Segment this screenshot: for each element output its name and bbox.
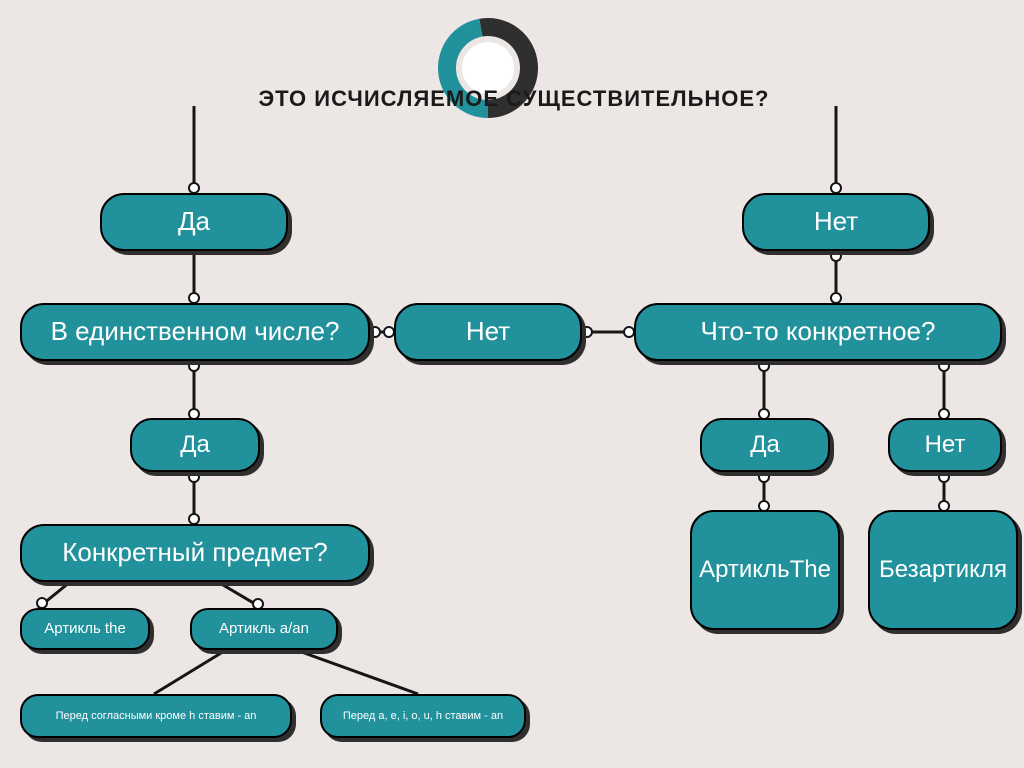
connector-dot bbox=[384, 327, 394, 337]
connector-dot bbox=[939, 472, 949, 482]
node-no_right: Нет bbox=[742, 193, 930, 251]
node-rule_consonant: Перед согласными кроме h ставим - an bbox=[20, 694, 292, 738]
node-singular: В единственном числе? bbox=[20, 303, 370, 361]
node-art_the_small: Артикль the bbox=[20, 608, 150, 650]
edge bbox=[154, 650, 226, 694]
node-yes_right: Да bbox=[700, 418, 830, 472]
node-art_the_big: АртикльThe bbox=[690, 510, 840, 630]
flowchart-canvas bbox=[0, 0, 1024, 768]
connector-dot bbox=[582, 327, 592, 337]
connector-dot bbox=[831, 293, 841, 303]
node-yes2: Да bbox=[130, 418, 260, 472]
connector-dot bbox=[759, 472, 769, 482]
page-title: ЭТО ИСЧИСЛЯЕМОЕ СУЩЕСТВИТЕЛЬНОЕ? bbox=[214, 86, 814, 112]
connector-dot bbox=[831, 183, 841, 193]
edge bbox=[296, 650, 418, 694]
connector-dot bbox=[624, 327, 634, 337]
node-something_concrete: Что-то конкретное? bbox=[634, 303, 1002, 361]
connector-dot bbox=[189, 183, 199, 193]
node-art_aan: Артикль a/an bbox=[190, 608, 338, 650]
node-no_mid: Нет bbox=[394, 303, 582, 361]
connector-dot bbox=[831, 251, 841, 261]
connector-dot bbox=[37, 598, 47, 608]
connector-dot bbox=[759, 361, 769, 371]
node-no_right2: Нет bbox=[888, 418, 1002, 472]
node-rule_vowel: Перед a, e, i, o, u, h ставим - an bbox=[320, 694, 526, 738]
connector-dot bbox=[189, 361, 199, 371]
connector-dot bbox=[189, 472, 199, 482]
node-concrete_item: Конкретный предмет? bbox=[20, 524, 370, 582]
connector-dot bbox=[189, 514, 199, 524]
connector-dot bbox=[189, 293, 199, 303]
connector-dot bbox=[370, 327, 380, 337]
node-no_article: Безартикля bbox=[868, 510, 1018, 630]
node-yes1: Да bbox=[100, 193, 288, 251]
connector-dot bbox=[939, 361, 949, 371]
